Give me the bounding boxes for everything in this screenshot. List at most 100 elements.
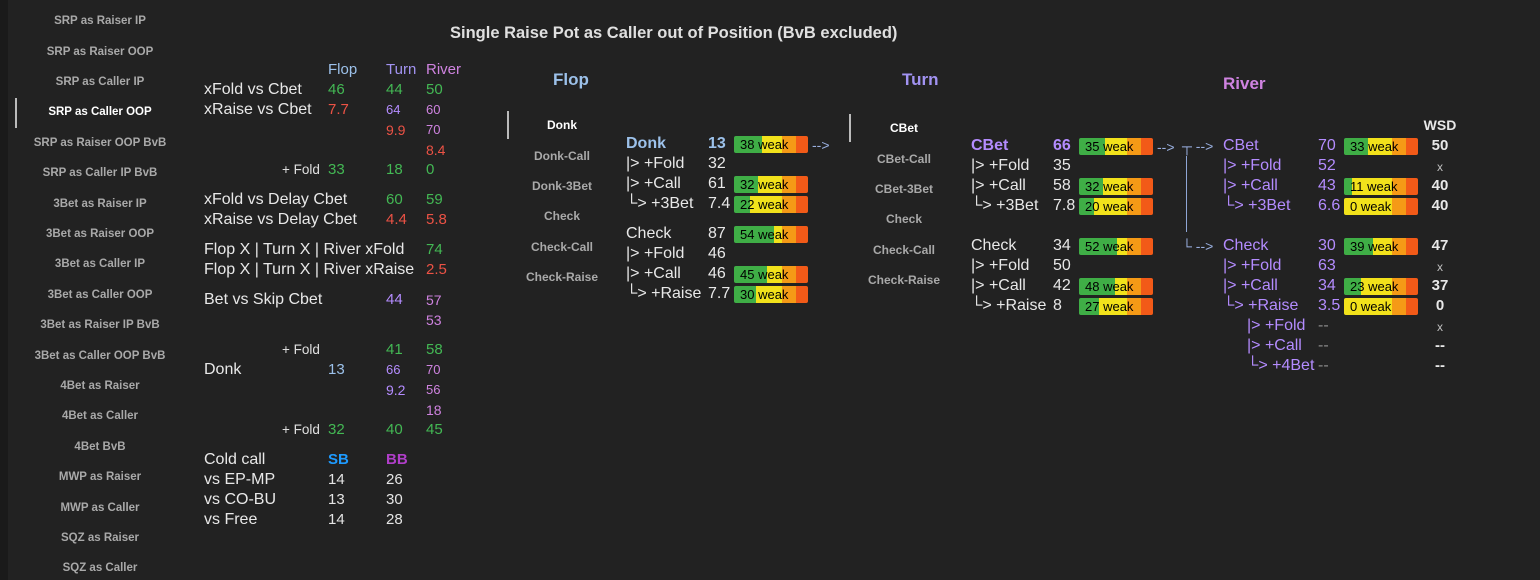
flop-donk-strength-bar[interactable]: 38 weak bbox=[734, 136, 808, 153]
cold-call-row-label: vs EP-MP bbox=[204, 471, 276, 488]
mid-zone bbox=[782, 226, 796, 243]
stat-value: 70 bbox=[426, 122, 441, 137]
turn-tree-label: └> +3Bet bbox=[971, 197, 1039, 214]
strength-fill bbox=[1079, 278, 1115, 295]
turn-nav-check-call[interactable]: Check-Call bbox=[872, 243, 936, 257]
mid-zone bbox=[782, 266, 796, 283]
stats-header-river: River bbox=[426, 61, 462, 78]
turn-nav-check-raise[interactable]: Check-Raise bbox=[867, 273, 941, 287]
flop-strength-bar[interactable]: 32 weak bbox=[734, 176, 808, 193]
flop-tree-value: 7.7 bbox=[708, 285, 731, 302]
flop-strength-bar[interactable]: 30 weak bbox=[734, 286, 808, 303]
stat-value: 9.9 bbox=[386, 122, 406, 138]
weak-zone bbox=[767, 266, 782, 283]
turn-tree-value: 50 bbox=[1053, 257, 1071, 274]
sidebar-item-sqz-caller[interactable]: SQZ as Caller bbox=[62, 562, 138, 574]
stat-value: 44 bbox=[386, 81, 403, 98]
turn-nav-cbet[interactable]: CBet bbox=[889, 121, 918, 135]
sidebar-item-4bet-caller[interactable]: 4Bet as Caller bbox=[61, 410, 139, 422]
turn-strength-bar[interactable]: 32 weak bbox=[1079, 178, 1153, 195]
flop-donk-value: 13 bbox=[708, 135, 726, 152]
flop-strength-bar[interactable]: 22 weak bbox=[734, 196, 808, 213]
strong-zone bbox=[1141, 238, 1153, 255]
sidebar-item-4bet-raiser[interactable]: 4Bet as Raiser bbox=[60, 380, 140, 392]
sidebar-item-mwp-raiser[interactable]: MWP as Raiser bbox=[58, 471, 142, 483]
flop-nav-donk-call[interactable]: Donk-Call bbox=[533, 149, 590, 163]
flop-tree-label: |> +Call bbox=[626, 175, 681, 192]
turn-nav-cbet-call[interactable]: CBet-Call bbox=[876, 152, 931, 166]
sidebar-item-3bet-raiser-ip-bvb[interactable]: 3Bet as Raiser IP BvB bbox=[40, 319, 160, 331]
river-tree-value: 70 bbox=[1318, 137, 1336, 154]
river-strength-bar[interactable]: 11 weak bbox=[1344, 178, 1418, 195]
river-strength-bar[interactable]: 33 weak bbox=[1344, 138, 1418, 155]
turn-strength-bar[interactable]: 52 weak bbox=[1079, 238, 1153, 255]
flop-nav-donk-3bet[interactable]: Donk-3Bet bbox=[531, 179, 592, 193]
turn-tree-label: |> +Call bbox=[971, 277, 1026, 294]
mid-zone bbox=[1392, 238, 1406, 255]
strength-bar-label: 54 weak bbox=[740, 227, 789, 242]
wsd-value: -- bbox=[1435, 337, 1445, 354]
sidebar-item-srp-raiser-ip[interactable]: SRP as Raiser IP bbox=[54, 15, 146, 27]
turn-strength-bar[interactable]: 48 weak bbox=[1079, 278, 1153, 295]
river-connector-top: ┬ --> bbox=[1182, 138, 1214, 154]
river-tree-label: └> +3Bet bbox=[1223, 197, 1291, 214]
sidebar-item-srp-caller-ip[interactable]: SRP as Caller IP bbox=[55, 76, 145, 88]
river-strength-bar[interactable]: 39 weak bbox=[1344, 238, 1418, 255]
stat-value: 46 bbox=[328, 81, 345, 98]
turn-nav-check[interactable]: Check bbox=[885, 212, 923, 226]
stat-value: 58 bbox=[426, 341, 443, 358]
sidebar-item-4bet-bvb[interactable]: 4Bet BvB bbox=[74, 441, 126, 453]
flop-tree-label: |> +Fold bbox=[626, 245, 685, 262]
mid-zone bbox=[1127, 278, 1141, 295]
sidebar-item-srp-raiser-oop-bvb[interactable]: SRP as Raiser OOP BvB bbox=[33, 137, 167, 149]
flop-nav-check[interactable]: Check bbox=[543, 209, 581, 223]
flop-strength-bar[interactable]: 45 weak bbox=[734, 266, 808, 283]
sidebar-item-3bet-raiser-ip[interactable]: 3Bet as Raiser IP bbox=[53, 198, 147, 210]
river-tree-label: Check bbox=[1223, 237, 1269, 254]
flop-nav-check-raise[interactable]: Check-Raise bbox=[525, 270, 599, 284]
strong-zone bbox=[796, 286, 808, 303]
stat-label-bet-skip: Bet vs Skip Cbet bbox=[204, 291, 323, 308]
turn-tree-value: 7.8 bbox=[1053, 197, 1076, 214]
river-strength-bar[interactable]: 0 weak bbox=[1344, 198, 1418, 215]
flop-section-header: Flop bbox=[553, 70, 589, 89]
turn-strength-bar[interactable]: 20 weak bbox=[1079, 198, 1153, 215]
sidebar-item-srp-caller-oop[interactable]: SRP as Caller OOP bbox=[48, 106, 152, 118]
turn-nav-cbet-3bet[interactable]: CBet-3Bet bbox=[874, 182, 933, 196]
turn-cbet-strength-bar[interactable]: 35 weak bbox=[1079, 138, 1153, 155]
weak-zone bbox=[756, 286, 782, 303]
sidebar-item-srp-caller-ip-bvb[interactable]: SRP as Caller IP BvB bbox=[42, 167, 158, 179]
turn-tree-value: 8 bbox=[1053, 297, 1062, 314]
sidebar-item-3bet-caller-oop[interactable]: 3Bet as Caller OOP bbox=[47, 289, 153, 301]
strength-fill bbox=[734, 226, 774, 243]
flop-nav-check-call[interactable]: Check-Call bbox=[530, 240, 594, 254]
river-tree-label: └> +4Bet bbox=[1247, 357, 1315, 374]
river-tree-label: └> +Raise bbox=[1223, 297, 1299, 314]
strength-bar-label: 45 weak bbox=[740, 267, 789, 282]
sidebar-item-sqz-raiser[interactable]: SQZ as Raiser bbox=[61, 532, 139, 544]
cold-call-bb-value: 28 bbox=[386, 511, 403, 528]
river-strength-bar[interactable]: 23 weak bbox=[1344, 278, 1418, 295]
flop-nav-donk[interactable]: Donk bbox=[547, 118, 577, 132]
strength-bar-label: 52 weak bbox=[1085, 239, 1134, 254]
strength-bar-label: 0 weak bbox=[1350, 299, 1392, 314]
weak-zone bbox=[1344, 198, 1392, 215]
strong-zone bbox=[796, 196, 808, 213]
flop-tree-value: 61 bbox=[708, 175, 726, 192]
strength-bar-label: 33 weak bbox=[1350, 139, 1399, 154]
river-tree-label: |> +Fold bbox=[1247, 317, 1306, 334]
stat-value: 66 bbox=[386, 362, 401, 377]
sidebar-item-3bet-caller-oop-bvb[interactable]: 3Bet as Caller OOP BvB bbox=[34, 350, 166, 362]
sidebar-item-3bet-caller-ip[interactable]: 3Bet as Caller IP bbox=[54, 258, 146, 270]
sidebar-item-mwp-caller[interactable]: MWP as Caller bbox=[60, 502, 140, 514]
weak-zone bbox=[1115, 278, 1127, 295]
flop-tree-value: 87 bbox=[708, 225, 726, 242]
wsd-value: 0 bbox=[1435, 297, 1445, 314]
river-strength-bar[interactable]: 0 weak bbox=[1344, 298, 1418, 315]
turn-strength-bar[interactable]: 27 weak bbox=[1079, 298, 1153, 315]
strength-bar-label: 27 weak bbox=[1085, 299, 1134, 314]
sidebar-item-srp-raiser-oop[interactable]: SRP as Raiser OOP bbox=[46, 46, 154, 58]
wsd-value: x bbox=[1437, 160, 1443, 174]
sidebar-item-3bet-raiser-oop[interactable]: 3Bet as Raiser OOP bbox=[45, 228, 155, 240]
flop-strength-bar[interactable]: 54 weak bbox=[734, 226, 808, 243]
